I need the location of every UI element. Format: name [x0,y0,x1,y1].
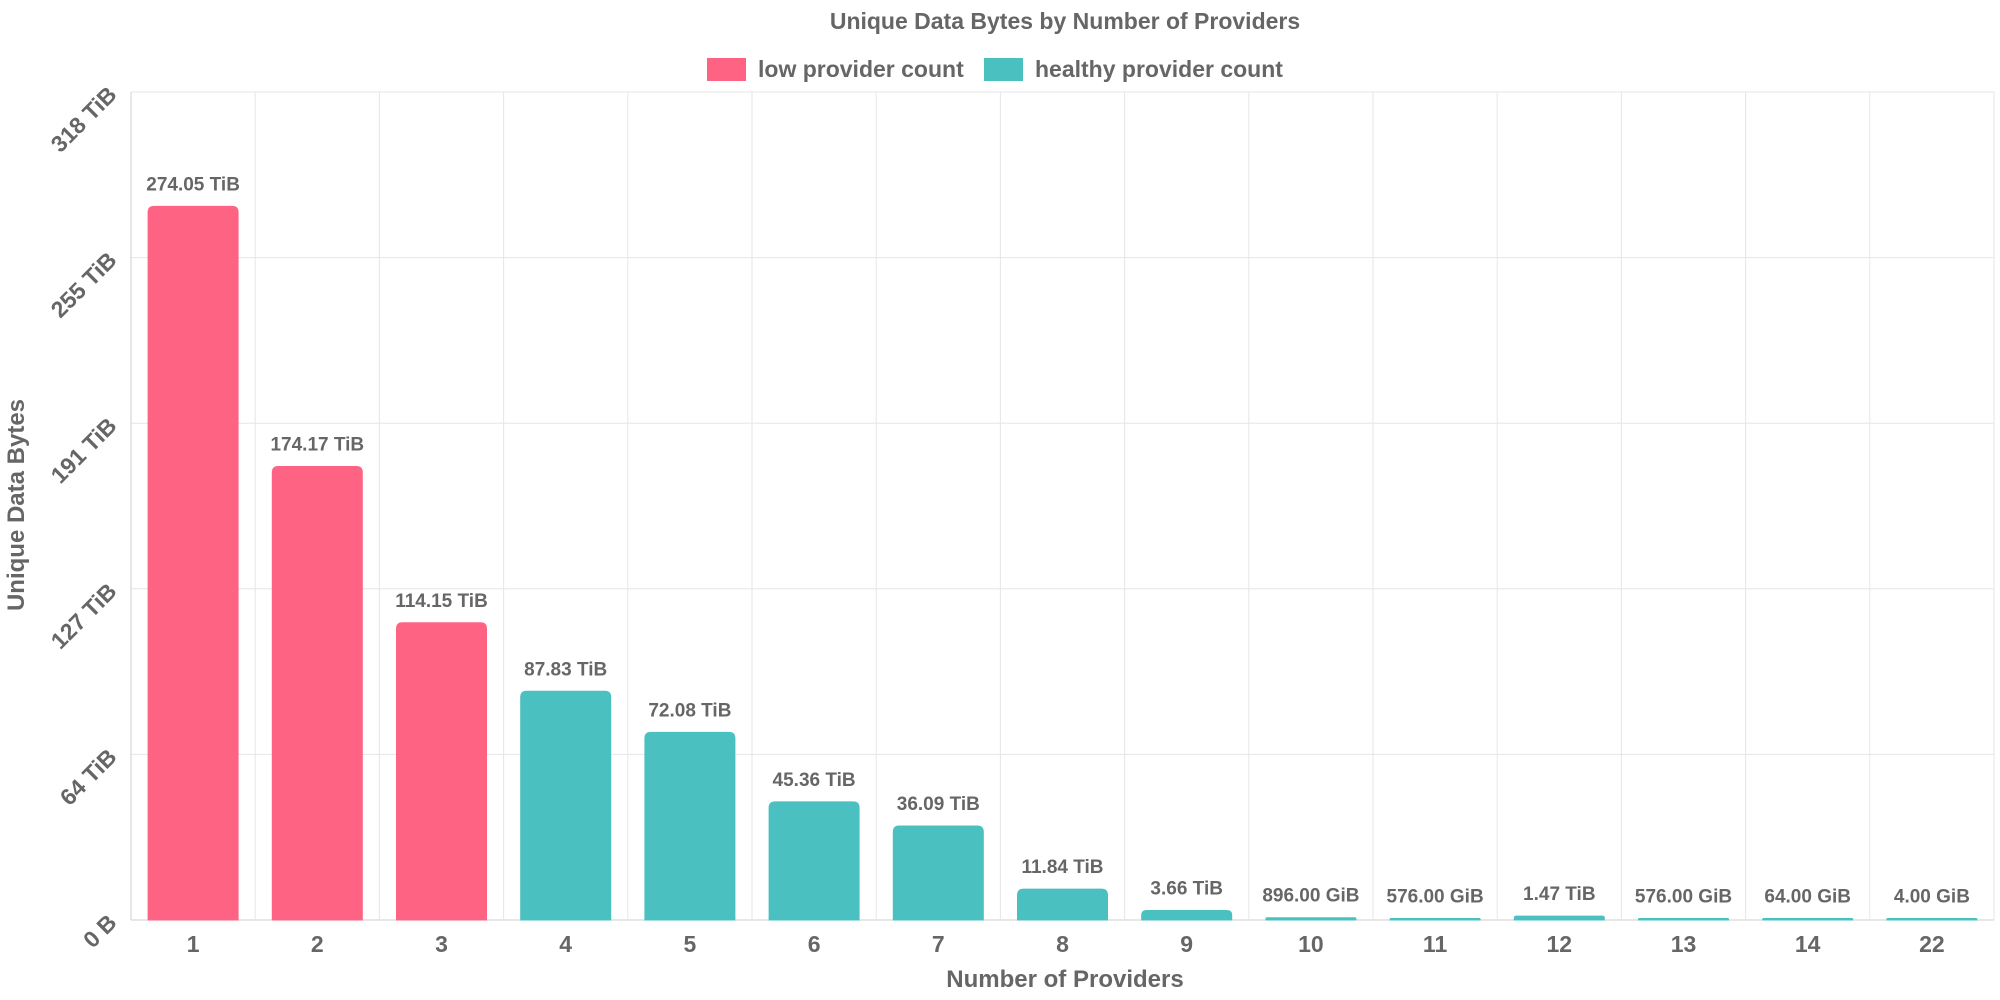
bar-7[interactable] [892,825,984,921]
x-tick-label-14: 14 [1795,931,1821,957]
x-tick-label-4: 4 [559,931,572,957]
x-tick-label-6: 6 [808,931,821,957]
bar-9[interactable] [1141,909,1233,921]
bar-13[interactable] [1638,918,1729,921]
data-label-5: 72.08 TiB [648,700,731,721]
bar-12[interactable] [1513,915,1605,921]
bar-10[interactable] [1265,917,1357,921]
data-label-10: 896.00 GiB [1262,886,1359,907]
bar-2[interactable] [271,466,363,921]
y-tick-label: 64 TiB [55,744,122,811]
y-axis-ticks: 0 B 64 TiB 127 TiB 191 TiB 255 TiB 318 TiB [46,81,122,953]
data-label-12: 1.47 TiB [1523,884,1596,905]
data-labels: 274.05 TiB 174.17 TiB 114.15 TiB 87.83 TiB 7… [146,174,1970,907]
legend-swatch-low[interactable] [707,58,746,81]
x-axis-title: Number of Providers [946,966,1183,993]
x-tick-label-22: 22 [1919,931,1945,957]
data-label-1: 274.05 TiB [146,174,240,195]
x-tick-label-11: 11 [1423,931,1448,957]
chart-title: Unique Data Bytes by Number of Providers [830,8,1300,34]
bar-11[interactable] [1389,918,1481,921]
x-tick-label-1: 1 [187,931,200,957]
data-label-4: 87.83 TiB [524,659,607,680]
data-label-8: 11.84 TiB [1021,857,1103,878]
legend-label-healthy[interactable]: healthy provider count [1035,56,1283,82]
legend-label-low[interactable]: low provider count [758,56,964,82]
grid-lines [130,91,1995,921]
y-tick-label: 191 TiB [46,412,122,488]
data-label-9: 3.66 TiB [1150,878,1223,899]
bar-14[interactable] [1762,918,1854,921]
x-tick-label-13: 13 [1671,931,1697,957]
legend-swatch-healthy[interactable] [984,58,1023,81]
x-tick-label-5: 5 [684,931,697,957]
x-tick-label-3: 3 [435,931,448,957]
bar-3[interactable] [396,622,487,921]
x-tick-label-2: 2 [311,931,324,957]
y-tick-label: 127 TiB [46,578,122,654]
data-label-11: 576.00 GiB [1387,887,1484,908]
bar-6[interactable] [768,801,860,921]
x-tick-label-12: 12 [1547,931,1573,957]
data-label-2: 174.17 TiB [270,435,364,456]
x-tick-label-10: 10 [1298,931,1324,957]
data-label-13: 576.00 GiB [1635,887,1732,908]
y-axis-title: Unique Data Bytes [3,399,30,611]
legend[interactable]: low provider count healthy provider coun… [707,56,1283,82]
y-tick-label: 255 TiB [46,247,122,323]
bar-5[interactable] [644,731,736,921]
x-axis-ticks: 1 2 3 4 5 6 7 8 9 10 11 12 13 14 22 [187,931,1945,957]
bar-22[interactable] [1886,918,1978,921]
bar-1[interactable] [147,205,239,921]
data-label-6: 45.36 TiB [773,770,856,791]
bars [147,205,1978,921]
y-tick-label: 318 TiB [46,81,122,157]
bar-8[interactable] [1017,888,1108,921]
data-label-14: 64.00 GiB [1764,887,1851,908]
data-label-7: 36.09 TiB [897,794,980,815]
x-tick-label-8: 8 [1056,931,1069,957]
y-tick-label: 0 B [78,909,122,953]
bar-4[interactable] [520,690,612,921]
x-tick-label-7: 7 [932,931,945,957]
data-label-3: 114.15 TiB [395,591,488,612]
data-label-22: 4.00 GiB [1894,887,1970,908]
x-tick-label-9: 9 [1180,931,1193,957]
